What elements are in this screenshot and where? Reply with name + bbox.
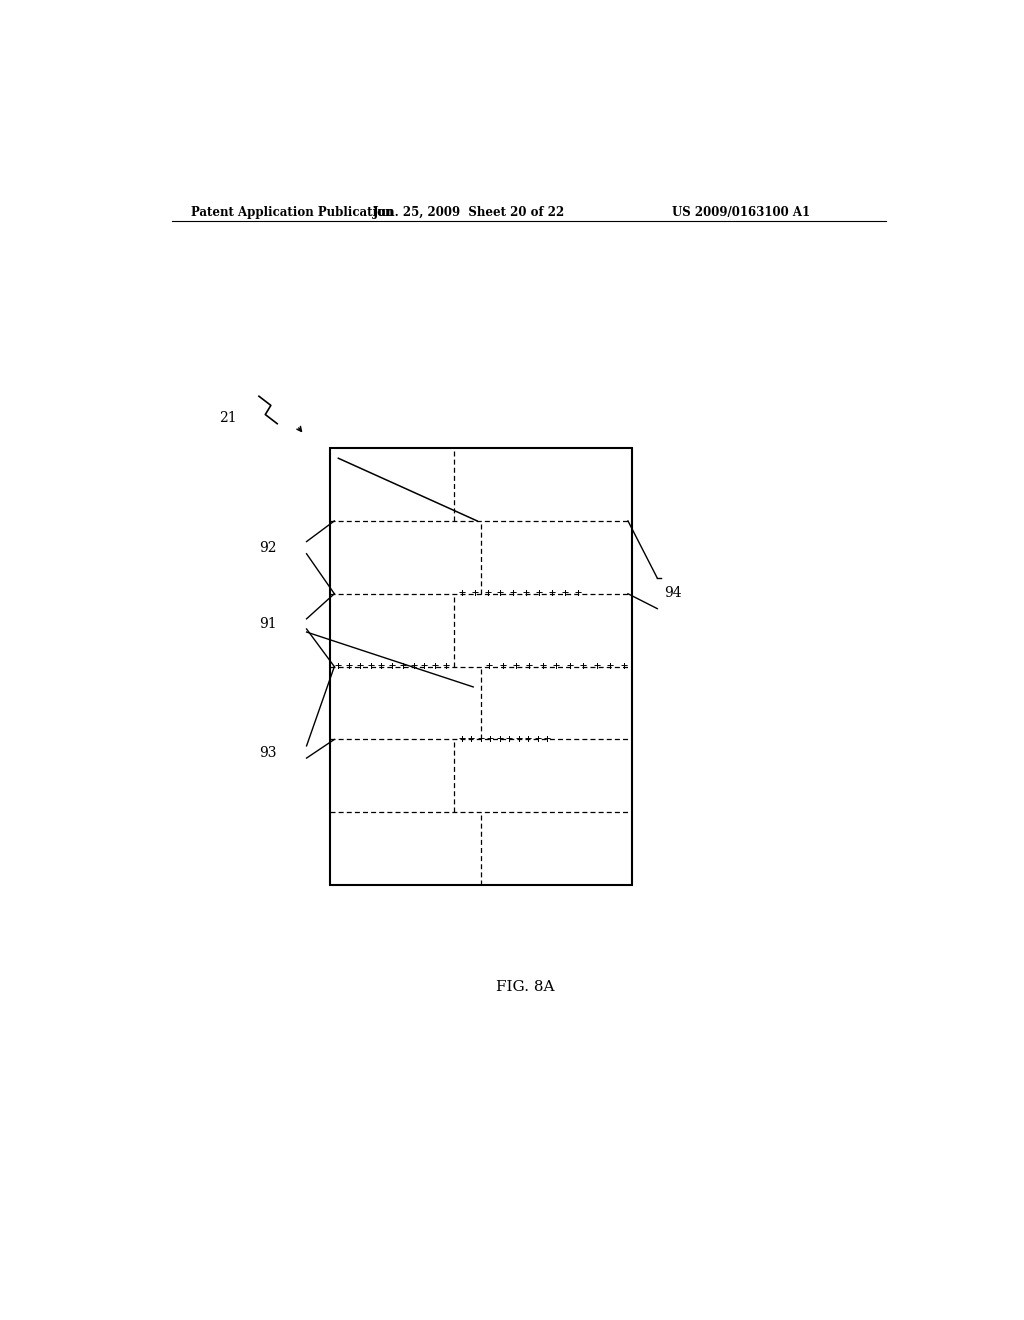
Text: +: + — [607, 660, 614, 673]
Text: +: + — [389, 660, 395, 673]
Bar — [331, 447, 632, 886]
Text: +: + — [335, 660, 342, 673]
Text: 94: 94 — [664, 586, 681, 601]
Text: +: + — [442, 660, 450, 673]
Text: 91: 91 — [259, 616, 276, 631]
Text: +: + — [399, 660, 407, 673]
Text: FIG. 8A: FIG. 8A — [496, 979, 554, 994]
Text: +: + — [522, 587, 529, 601]
Text: +: + — [549, 587, 555, 601]
Text: +: + — [411, 660, 418, 673]
Text: +: + — [536, 587, 543, 601]
Text: +: + — [512, 660, 519, 673]
Text: +: + — [561, 587, 568, 601]
Text: 93: 93 — [259, 746, 276, 760]
Text: Jun. 25, 2009  Sheet 20 of 22: Jun. 25, 2009 Sheet 20 of 22 — [373, 206, 565, 219]
Text: +: + — [515, 733, 522, 746]
Text: +: + — [378, 660, 385, 673]
Text: 21: 21 — [219, 411, 237, 425]
Text: +: + — [484, 587, 492, 601]
Text: +: + — [574, 587, 582, 601]
Text: +: + — [432, 660, 439, 673]
Text: +: + — [544, 733, 551, 746]
Text: +: + — [486, 733, 494, 746]
Text: +: + — [535, 733, 542, 746]
Text: +: + — [459, 587, 466, 601]
Text: Patent Application Publication: Patent Application Publication — [191, 206, 394, 219]
Text: +: + — [553, 660, 560, 673]
Text: +: + — [525, 733, 532, 746]
Text: +: + — [540, 660, 547, 673]
Text: +: + — [345, 660, 352, 673]
Text: +: + — [485, 660, 493, 673]
Text: 92: 92 — [259, 541, 276, 554]
Text: +: + — [506, 733, 513, 746]
Text: +: + — [477, 733, 484, 746]
Text: US 2009/0163100 A1: US 2009/0163100 A1 — [673, 206, 811, 219]
Text: +: + — [421, 660, 428, 673]
Text: +: + — [468, 733, 475, 746]
Text: +: + — [526, 660, 534, 673]
Text: +: + — [580, 660, 587, 673]
Text: +: + — [367, 660, 374, 673]
Text: +: + — [497, 587, 504, 601]
Text: +: + — [594, 660, 601, 673]
Text: +: + — [499, 660, 506, 673]
Text: +: + — [621, 660, 628, 673]
Text: +: + — [356, 660, 364, 673]
Text: +: + — [459, 733, 466, 746]
Text: +: + — [471, 587, 478, 601]
Text: +: + — [510, 587, 517, 601]
Text: +: + — [497, 733, 504, 746]
Text: +: + — [566, 660, 573, 673]
